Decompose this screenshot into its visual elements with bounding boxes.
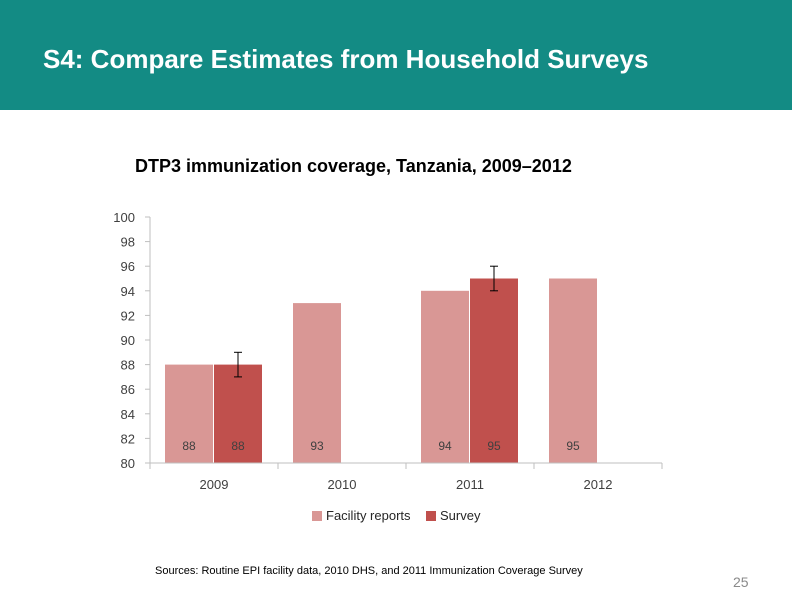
bar-facility-reports (293, 303, 341, 463)
bar-value-label: 95 (566, 439, 580, 453)
y-tick-label: 100 (113, 210, 135, 225)
y-tick-label: 82 (121, 431, 135, 446)
y-tick-label: 98 (121, 235, 135, 250)
bar-survey (470, 278, 518, 463)
bar-facility-reports (165, 364, 213, 463)
bar-facility-reports (421, 290, 469, 463)
x-tick-label: 2011 (456, 477, 484, 492)
bar-value-label: 94 (438, 439, 452, 453)
y-tick-label: 88 (121, 358, 135, 373)
y-tick-label: 90 (121, 333, 135, 348)
y-tick-label: 92 (121, 308, 135, 323)
y-tick-label: 96 (121, 259, 135, 274)
x-tick-label: 2010 (328, 477, 357, 492)
y-tick-label: 80 (121, 456, 135, 471)
title-banner: S4: Compare Estimates from Household Sur… (0, 0, 792, 110)
bar-value-label: 88 (231, 439, 245, 453)
source-note: Sources: Routine EPI facility data, 2010… (155, 565, 583, 577)
bar-facility-reports (549, 278, 597, 463)
legend-label: Survey (440, 508, 481, 523)
chart-title: DTP3 immunization coverage, Tanzania, 20… (135, 156, 572, 176)
y-tick-label: 84 (121, 407, 135, 422)
bar-survey (214, 364, 262, 463)
bar-value-label: 93 (310, 439, 324, 453)
page-number: 25 (733, 574, 749, 590)
y-tick-label: 86 (121, 382, 135, 397)
bar-value-label: 88 (182, 439, 196, 453)
x-tick-label: 2012 (584, 477, 613, 492)
bar-value-label: 95 (487, 439, 501, 453)
legend-swatch (426, 511, 436, 521)
legend-swatch (312, 511, 322, 521)
x-tick-label: 2009 (200, 477, 229, 492)
legend-label: Facility reports (326, 508, 411, 523)
slide-title: S4: Compare Estimates from Household Sur… (43, 44, 649, 74)
y-tick-label: 94 (121, 284, 135, 299)
bar-chart: 80 82 84 86 88 90 92 94 96 98 100 88 88 2009 93 2010 94 9… (113, 210, 663, 523)
